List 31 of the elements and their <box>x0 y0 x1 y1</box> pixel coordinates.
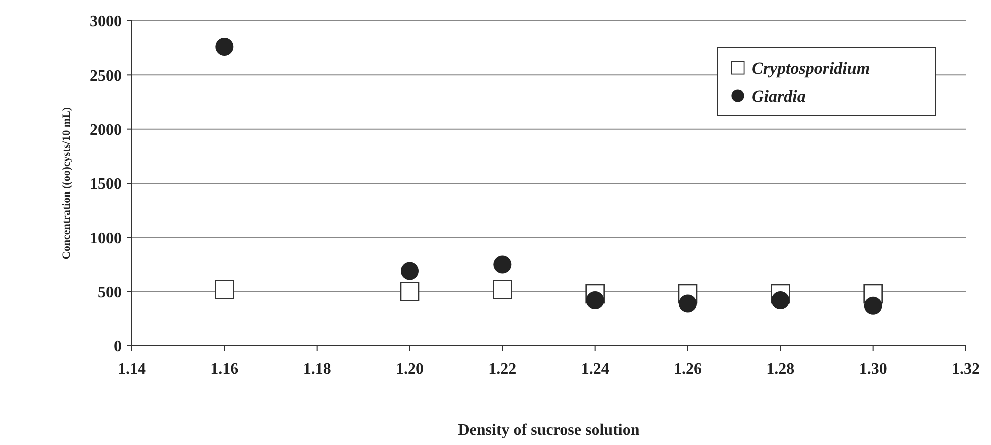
y-tick-label: 3000 <box>90 14 122 31</box>
y-tick-label: 2000 <box>90 122 122 139</box>
y-tick-label: 500 <box>98 284 122 302</box>
point <box>215 280 234 300</box>
x-tick-label: 1.22 <box>488 361 517 378</box>
point <box>772 292 790 310</box>
x-tick-label: 1.24 <box>581 361 610 378</box>
x-tick-label: 1.26 <box>674 361 702 378</box>
y-tick-label: 1000 <box>90 230 122 248</box>
point <box>586 292 604 310</box>
point <box>401 262 419 280</box>
x-tick-label: 1.18 <box>303 361 332 378</box>
point <box>864 296 882 315</box>
x-tick-label: 1.16 <box>210 361 239 378</box>
y-tick-label: 0 <box>114 338 122 356</box>
x-tick-label: 1.30 <box>859 361 888 378</box>
x-axis-title: Density of sucrose solution <box>458 422 640 439</box>
y-axis-title: Concentration ((oo)cysts/10 mL) <box>61 107 73 260</box>
x-tick-label: 1.32 <box>952 361 980 378</box>
legend-label: Giardia <box>752 86 806 106</box>
point <box>494 256 512 274</box>
point <box>216 38 234 56</box>
x-tick-label: 1.14 <box>118 361 146 378</box>
x-tick-label: 1.20 <box>396 361 424 378</box>
point <box>679 294 697 313</box>
x-tick-label: 1.28 <box>766 361 795 378</box>
y-tick-label: 2500 <box>90 68 122 85</box>
point <box>400 282 420 302</box>
y-tick-label: 1500 <box>90 176 122 194</box>
legend-label: Cryptosporidium <box>752 58 870 78</box>
point <box>493 280 512 300</box>
